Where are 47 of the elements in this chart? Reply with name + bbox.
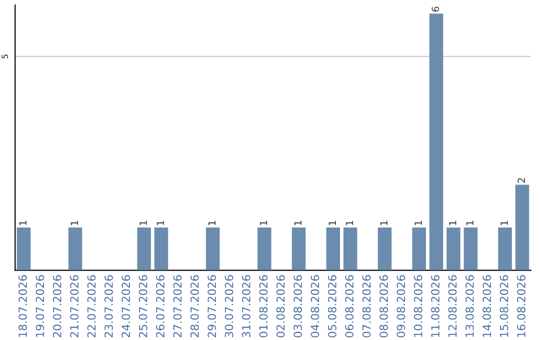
x-tick-label: 07.08.2026: [362, 275, 371, 338]
x-tick-label: 22.07.2026: [87, 275, 96, 338]
x-tick-label: 10.08.2026: [414, 275, 422, 337]
x-tick-label: 13.08.2026: [465, 275, 474, 337]
y-tick-label: 5: [2, 54, 8, 58]
x-tick-label: 04.08.2026: [310, 275, 320, 338]
x-tick-label: 02.08.2026: [276, 275, 285, 338]
x-tick-label: 06.08.2026: [345, 275, 354, 338]
x-tick-label: 27.07.2026: [173, 275, 182, 338]
x-tick-label: 26.07.2026: [156, 275, 164, 338]
data-label: 6: [432, 6, 440, 12]
x-tick-label: 20.07.2026: [52, 275, 62, 338]
x-tick-label: 25.07.2026: [138, 275, 148, 338]
data-label: 1: [466, 220, 474, 226]
x-tick-label: 21.07.2026: [70, 275, 79, 338]
x-tick-label: 01.08.2026: [259, 275, 268, 338]
data-label: 1: [294, 220, 302, 226]
data-label: 1: [449, 220, 456, 226]
x-tick-label: 30.07.2026: [224, 275, 234, 338]
data-label: 1: [19, 220, 26, 226]
data-label: 1: [500, 220, 508, 226]
x-tick-label: 08.08.2026: [380, 275, 388, 338]
x-tick-label: 29.07.2026: [208, 275, 216, 338]
x-tick-label: 03.08.2026: [294, 275, 302, 338]
x-tick-label: 05.08.2026: [328, 275, 336, 338]
data-label: 1: [140, 220, 147, 226]
x-tick-label: 23.07.2026: [104, 275, 113, 338]
data-label: 1: [208, 220, 216, 226]
data-label: 1: [380, 220, 388, 226]
x-tick-label: 15.08.2026: [500, 275, 508, 337]
x-tick-label: 14.08.2026: [482, 275, 492, 337]
data-label: 1: [70, 220, 78, 226]
x-tick-label: 19.07.2026: [36, 275, 44, 337]
x-tick-label: 24.07.2026: [122, 275, 130, 338]
x-tick-label: 12.08.2026: [448, 275, 457, 337]
data-label: 1: [156, 220, 164, 226]
x-tick-label: 18.07.2026: [18, 275, 27, 337]
data-label: 2: [518, 178, 525, 183]
x-tick-label: 09.08.2026: [396, 275, 406, 338]
x-tick-label: 28.07.2026: [190, 275, 199, 338]
data-label: 1: [328, 220, 336, 226]
x-tick-label: 11.08.2026: [431, 275, 440, 337]
data-label: 1: [346, 220, 354, 226]
x-tick-label: 31.07.2026: [242, 275, 250, 338]
data-label: 1: [414, 220, 422, 226]
data-label: 1: [260, 220, 268, 226]
x-tick-label: 16.08.2026: [517, 275, 526, 337]
